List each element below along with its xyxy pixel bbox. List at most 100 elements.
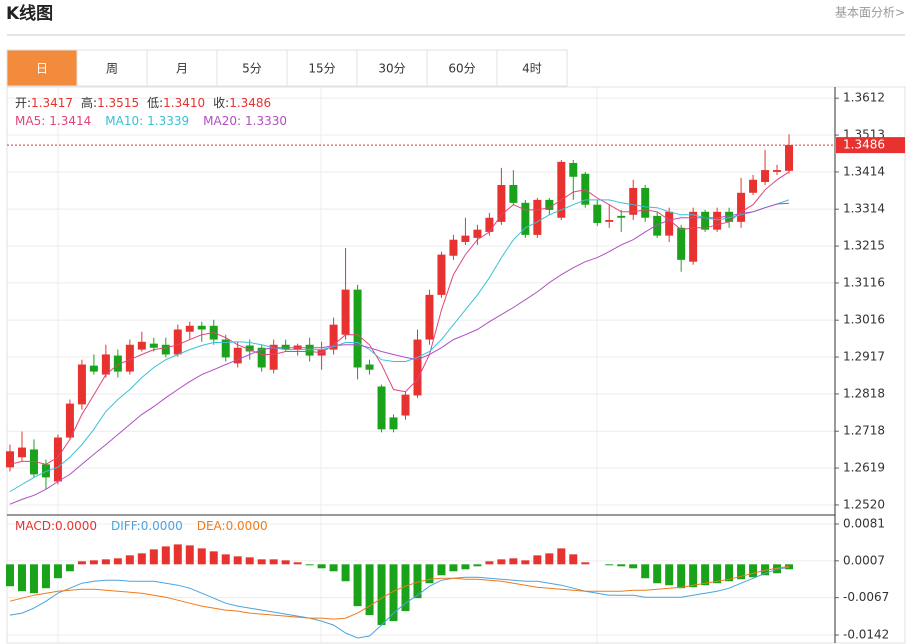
macd-bar bbox=[533, 555, 542, 565]
tab[interactable]: 5分 bbox=[216, 49, 288, 87]
macd-bar bbox=[269, 559, 278, 565]
y-tick-label: 1.3314 bbox=[843, 202, 885, 216]
macd-bar bbox=[317, 564, 326, 569]
fundamental-link[interactable]: 基本面分析> bbox=[835, 6, 905, 20]
tab-label[interactable]: 日 bbox=[36, 62, 48, 76]
macd-bar bbox=[65, 564, 74, 572]
tab-box[interactable] bbox=[76, 49, 148, 87]
y-tick-label: 1.3215 bbox=[843, 239, 885, 253]
candle-body bbox=[389, 417, 398, 430]
macd-bar bbox=[389, 564, 398, 622]
macd-bar bbox=[125, 555, 134, 565]
tab-label[interactable]: 30分 bbox=[378, 62, 405, 76]
ohlc-value: 1.3486 bbox=[229, 96, 271, 110]
macd-bar bbox=[149, 549, 158, 565]
macd-bar bbox=[545, 553, 554, 565]
tab-box[interactable] bbox=[6, 49, 78, 87]
macd-bar bbox=[221, 554, 230, 565]
macd-bar bbox=[665, 564, 674, 586]
tab-label[interactable]: 4时 bbox=[522, 62, 542, 76]
macd-bar bbox=[197, 548, 206, 565]
macd-bar bbox=[641, 564, 650, 579]
candle-body bbox=[161, 344, 170, 355]
macd-bar bbox=[257, 559, 266, 565]
y-tick-label: 1.2917 bbox=[843, 350, 885, 364]
candle-body bbox=[77, 364, 86, 405]
y-tick-label: 0.0007 bbox=[843, 553, 885, 567]
candle-body bbox=[545, 199, 554, 210]
macd-bar bbox=[281, 560, 290, 565]
candle-body bbox=[65, 403, 74, 438]
candle-body bbox=[41, 464, 50, 478]
macd-bar bbox=[161, 546, 170, 565]
candle-body bbox=[17, 447, 26, 458]
candle-body bbox=[269, 344, 278, 370]
ohlc-value: 1.3515 bbox=[97, 96, 139, 110]
macd-bar bbox=[77, 561, 86, 565]
candle-body bbox=[629, 187, 638, 215]
candle-body bbox=[257, 347, 266, 368]
macd-bar bbox=[425, 564, 434, 584]
macd-bar bbox=[521, 560, 530, 565]
legend-value: 0.0000 bbox=[55, 519, 97, 533]
y-tick-label: 1.2718 bbox=[843, 424, 885, 438]
legend-name: MA20: bbox=[203, 114, 241, 128]
macd-legend: MACD:0.0000 DIFF:0.0000 DEA:0.0000 bbox=[15, 519, 268, 533]
tab-label[interactable]: 5分 bbox=[242, 62, 262, 76]
tab[interactable]: 周 bbox=[76, 49, 148, 87]
tab[interactable]: 30分 bbox=[356, 49, 428, 87]
macd-bar bbox=[581, 562, 590, 565]
macd-bar bbox=[725, 564, 734, 582]
y-tick-label: 1.3612 bbox=[843, 91, 885, 105]
tab[interactable]: 月 bbox=[146, 49, 218, 87]
macd-bar bbox=[569, 554, 578, 565]
candle-body bbox=[701, 211, 710, 230]
legend-value: 1.3339 bbox=[147, 114, 189, 128]
candle-body bbox=[665, 211, 674, 236]
macd-bar bbox=[305, 564, 314, 566]
legend-value: 1.3330 bbox=[245, 114, 287, 128]
candle-body bbox=[533, 199, 542, 235]
candle-body bbox=[401, 394, 410, 416]
macd-bar bbox=[101, 559, 110, 565]
macd-bar bbox=[653, 564, 662, 584]
tab-label[interactable]: 月 bbox=[176, 62, 188, 76]
macd-bar bbox=[509, 558, 518, 565]
macd-bar bbox=[737, 564, 746, 580]
macd-bar bbox=[53, 564, 62, 579]
tab[interactable]: 15分 bbox=[286, 49, 358, 87]
legend-name: MACD: bbox=[15, 519, 55, 533]
macd-bar bbox=[617, 564, 626, 567]
candle-body bbox=[641, 187, 650, 218]
macd-bar bbox=[497, 559, 506, 565]
ohlc-value: 1.3410 bbox=[163, 96, 205, 110]
candle-body bbox=[281, 344, 290, 350]
tab-label[interactable]: 15分 bbox=[308, 62, 335, 76]
candle-body bbox=[617, 215, 626, 218]
tab-box[interactable] bbox=[286, 49, 358, 87]
candle-body bbox=[377, 386, 386, 430]
tab-label[interactable]: 周 bbox=[106, 62, 118, 76]
last-price-label: 1.3486 bbox=[843, 138, 885, 152]
macd-bar bbox=[677, 564, 686, 589]
tab[interactable]: 4时 bbox=[496, 49, 568, 87]
macd-bar bbox=[461, 564, 470, 570]
macd-bar bbox=[365, 564, 374, 616]
tab[interactable]: 日 bbox=[6, 49, 78, 87]
macd-bar bbox=[209, 551, 218, 565]
ohlc-name: 低: bbox=[147, 96, 163, 110]
macd-bar bbox=[293, 562, 302, 565]
candle-body bbox=[569, 162, 578, 177]
ohlc-name: 开: bbox=[15, 96, 31, 110]
tab-label[interactable]: 60分 bbox=[448, 62, 475, 76]
y-tick-label: 1.2520 bbox=[843, 497, 885, 511]
tab[interactable]: 60分 bbox=[426, 49, 498, 87]
candle-body bbox=[245, 345, 254, 352]
macd-bar bbox=[233, 556, 242, 565]
macd-bar bbox=[449, 564, 458, 572]
macd-bar bbox=[701, 564, 710, 586]
plot-area: 1.36121.35131.34141.33141.32151.31161.30… bbox=[6, 87, 905, 643]
tab-box[interactable] bbox=[496, 49, 568, 87]
y-tick-label: 1.2818 bbox=[843, 386, 885, 400]
candle-body bbox=[53, 437, 62, 482]
